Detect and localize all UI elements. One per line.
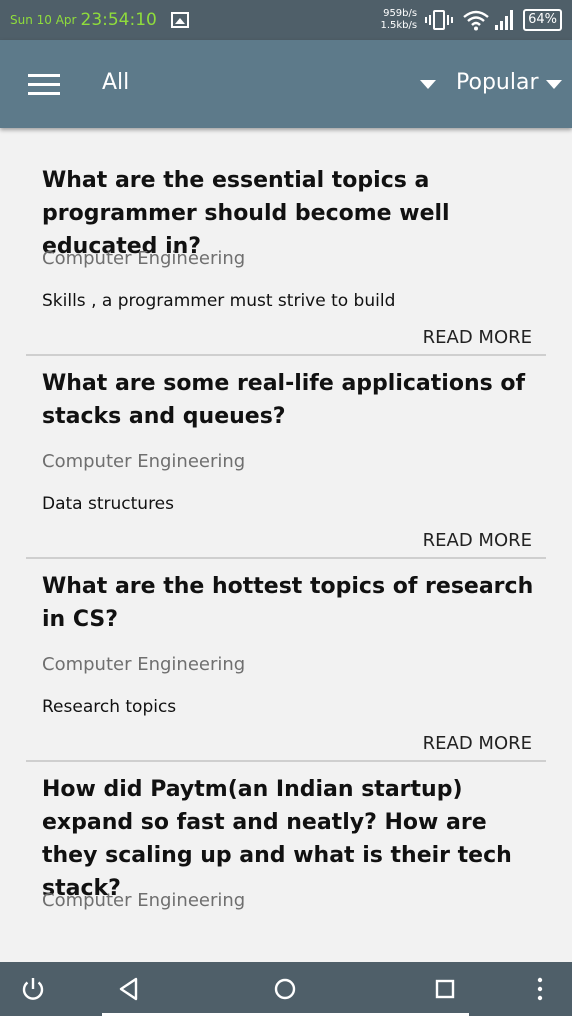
power-icon[interactable] — [20, 976, 46, 1002]
signal-icon — [495, 10, 515, 30]
hamburger-menu-icon[interactable] — [28, 74, 60, 96]
battery-icon: 64% — [523, 9, 562, 31]
read-more-button[interactable]: READ MORE — [422, 530, 532, 551]
gesture-bar — [102, 1013, 469, 1016]
status-bar-right: 959b/s 1.5kb/s 64% — [380, 8, 562, 32]
wifi-icon — [463, 10, 489, 31]
status-bar-left: Sun 10 Apr 23:54:10 — [10, 10, 189, 30]
card-title[interactable]: What are the hottest topics of research … — [42, 574, 534, 632]
card-summary: Research topics — [42, 697, 177, 717]
network-speed: 959b/s 1.5kb/s — [380, 8, 417, 32]
read-more-button[interactable]: READ MORE — [422, 733, 532, 754]
sort-dropdown[interactable]: Popular — [456, 70, 539, 95]
card-summary: Data structures — [42, 494, 174, 514]
system-navigation-bar — [0, 962, 572, 1016]
card-title[interactable]: What are the essential topics a programm… — [42, 168, 450, 259]
speed-up: 959b/s — [383, 8, 418, 19]
question-card[interactable]: How did Paytm(an Indian startup) expand … — [26, 762, 546, 934]
app-toolbar: All Popular — [0, 40, 572, 128]
card-title[interactable]: What are some real-life applications of … — [42, 371, 526, 429]
question-card[interactable]: What are the hottest topics of research … — [26, 559, 546, 762]
status-date: Sun 10 Apr — [10, 13, 77, 27]
sort-dropdown-chevron-icon[interactable] — [546, 80, 562, 89]
speed-down: 1.5kb/s — [380, 20, 418, 31]
question-card[interactable]: What are the essential topics a programm… — [26, 128, 546, 356]
card-summary: Skills , a programmer must strive to bui… — [42, 291, 396, 311]
read-more-button[interactable]: READ MORE — [422, 327, 532, 348]
card-category: Computer Engineering — [42, 451, 246, 472]
status-time: 23:54:10 — [80, 10, 157, 30]
filter-label[interactable]: All — [102, 70, 130, 95]
question-feed[interactable]: What are the essential topics a programm… — [0, 128, 572, 934]
recents-icon[interactable] — [432, 976, 458, 1002]
vibrate-icon — [425, 9, 454, 31]
image-icon — [170, 12, 189, 28]
card-category: Computer Engineering — [42, 248, 246, 269]
home-icon[interactable] — [272, 976, 298, 1002]
status-bar: Sun 10 Apr 23:54:10 959b/s 1.5kb/s 64% — [0, 0, 572, 40]
more-icon[interactable] — [527, 976, 553, 1002]
question-card[interactable]: What are some real-life applications of … — [26, 356, 546, 559]
card-title[interactable]: How did Paytm(an Indian startup) expand … — [42, 777, 512, 901]
back-icon[interactable] — [116, 976, 142, 1002]
sort-dropdown-arrow-icon[interactable] — [420, 80, 436, 89]
card-category: Computer Engineering — [42, 654, 246, 675]
card-category: Computer Engineering — [42, 890, 246, 911]
